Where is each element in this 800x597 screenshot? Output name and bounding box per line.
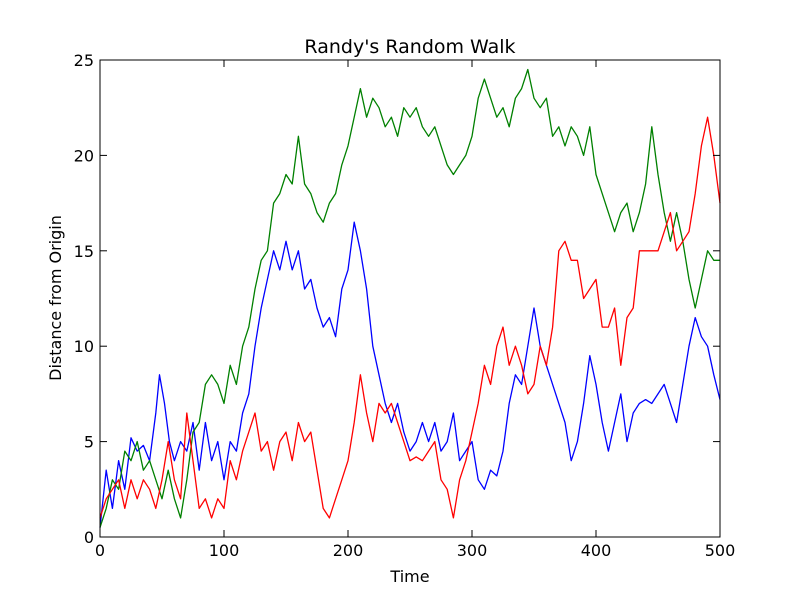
- x-tick-label: 300: [457, 541, 488, 560]
- x-tick-label: 100: [209, 541, 240, 560]
- y-tick-label: 25: [74, 51, 94, 70]
- x-tick-label: 500: [705, 541, 736, 560]
- y-tick-label: 15: [74, 242, 94, 261]
- plot-frame: [99, 59, 721, 538]
- y-axis-title: Distance from Origin: [46, 215, 65, 381]
- series-line-1: [99, 221, 721, 528]
- x-tick-label: 200: [333, 541, 364, 560]
- x-axis-title: Time: [389, 567, 429, 586]
- series-line-3: [99, 116, 721, 519]
- series-line-2: [99, 68, 720, 528]
- y-tick-label: 20: [74, 146, 94, 165]
- x-tick-label: 0: [95, 541, 105, 560]
- y-tick-label: 0: [84, 528, 94, 547]
- ticks-layer: 0 100 200 300 400 500 0 5 10 15 20 25: [74, 51, 736, 560]
- y-tick-label: 10: [74, 337, 94, 356]
- chart-title: Randy's Random Walk: [304, 36, 515, 58]
- x-tick-label: 400: [581, 541, 612, 560]
- series-layer: [99, 68, 721, 528]
- y-tick-label: 5: [84, 433, 94, 452]
